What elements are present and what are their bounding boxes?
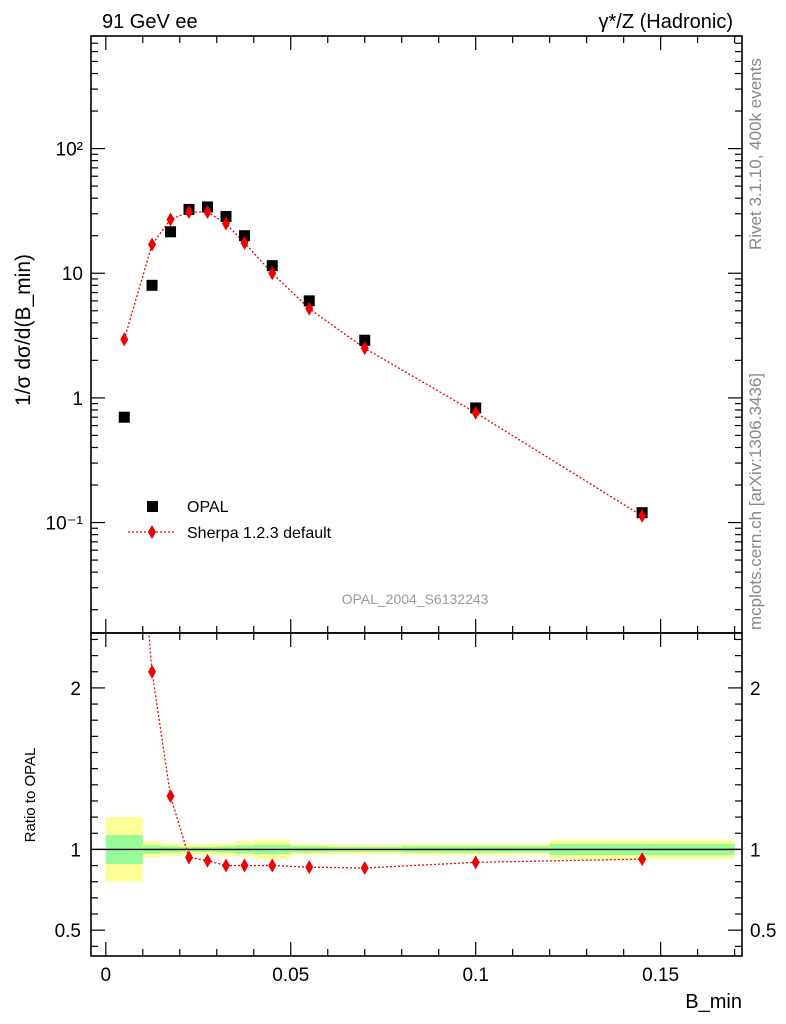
ratio-y-tick-label: 2 xyxy=(70,679,81,700)
ratio-y-tick-label: 1 xyxy=(70,840,81,861)
sherpa-point xyxy=(222,216,231,231)
sherpa-ratio-point xyxy=(203,853,212,868)
sherpa-ratio-point xyxy=(222,858,231,873)
rivet-label: Rivet 3.1.10, 400k events xyxy=(746,58,765,250)
sherpa-point xyxy=(203,204,212,219)
sherpa-point xyxy=(360,341,369,356)
opal-point xyxy=(266,260,278,272)
main-frame xyxy=(90,35,743,634)
analysis-label: OPAL_2004_S6132243 xyxy=(342,591,489,607)
sherpa-point xyxy=(240,235,249,250)
ratio-y-axis-title: Ratio to OPAL xyxy=(22,748,39,843)
opal-point xyxy=(118,411,130,423)
legend-label-sherpa: Sherpa 1.2.3 default xyxy=(187,525,332,542)
sherpa-ratio-point xyxy=(638,852,647,867)
legend: OPAL Sherpa 1.2.3 default xyxy=(128,499,332,542)
sherpa-point xyxy=(471,405,480,420)
x-tick-label: 0 xyxy=(101,965,112,986)
ratio-y-tick-label-right: 2 xyxy=(750,679,761,700)
sherpa-point xyxy=(166,212,175,227)
sherpa-point xyxy=(305,301,314,316)
opal-point xyxy=(359,334,371,346)
sherpa-point xyxy=(148,237,157,252)
x-tick-label: 0.1 xyxy=(462,965,488,986)
ratio-y-tick-label: 0.5 xyxy=(55,921,81,942)
main-series xyxy=(118,201,648,523)
legend-marker-opal xyxy=(147,501,158,512)
legend-marker-sherpa xyxy=(148,525,156,539)
main-y-tick-label: 10² xyxy=(56,140,83,161)
sherpa-ratio-point xyxy=(185,850,194,865)
axis-tick-labels: 10⁻¹ 1 10 10² 0.5 0.5 1 1 2 2 0 0.05 0.1 0.15 xyxy=(46,140,777,986)
x-axis-title: B_min xyxy=(685,991,742,1013)
ratio-frame xyxy=(90,632,743,957)
ratio-series xyxy=(148,633,647,875)
opal-point xyxy=(239,230,251,242)
opal-point xyxy=(146,279,158,291)
axis-ticks xyxy=(91,35,742,956)
x-tick-label: 0.15 xyxy=(642,965,679,986)
sherpa-ratio-point xyxy=(471,855,480,870)
x-tick-label: 0.05 xyxy=(272,965,309,986)
header-left: 91 GeV ee xyxy=(102,11,198,33)
main-y-tick-label: 10 xyxy=(62,264,83,285)
ratio-y-tick-label-right: 1 xyxy=(750,840,761,861)
ratio-y-tick-label-right: 0.5 xyxy=(750,921,776,942)
main-y-tick-label: 10⁻¹ xyxy=(46,514,84,535)
sherpa-point xyxy=(120,332,129,347)
sherpa-ratio-line xyxy=(148,633,643,869)
opal-point xyxy=(165,226,177,238)
sherpa-point xyxy=(185,204,194,219)
sherpa-point xyxy=(638,508,647,523)
main-y-axis-title: 1/σ dσ/d(B_min) xyxy=(12,254,35,406)
sherpa-ratio-point xyxy=(148,664,157,679)
sherpa-ratio-point xyxy=(305,860,314,875)
sherpa-ratio-point xyxy=(240,858,249,873)
opal-point xyxy=(303,295,315,307)
legend-label-opal: OPAL xyxy=(187,499,229,516)
opal-point xyxy=(220,211,232,223)
sherpa-ratio-point xyxy=(166,789,175,804)
sherpa-point xyxy=(268,266,277,281)
sherpa-line xyxy=(123,211,643,517)
main-y-tick-label: 1 xyxy=(72,389,83,410)
mcplots-label: mcplots.cern.ch [arXiv:1306.3436] xyxy=(746,373,765,630)
sherpa-ratio-point xyxy=(360,860,369,875)
sherpa-ratio-point xyxy=(268,858,277,873)
header-right: γ*/Z (Hadronic) xyxy=(599,11,733,33)
